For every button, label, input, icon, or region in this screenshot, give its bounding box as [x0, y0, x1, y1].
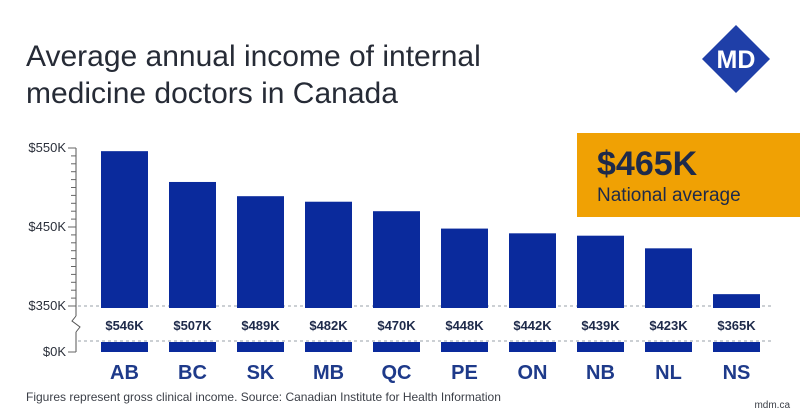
bar-base-stub — [305, 342, 352, 352]
bar-base-stub — [713, 342, 760, 352]
category-label: SK — [247, 362, 275, 384]
category-label: NL — [655, 362, 682, 384]
bar-base-stub — [577, 342, 624, 352]
y-tick-label: $550K — [28, 140, 66, 155]
y-tick-label: $450K — [28, 219, 66, 234]
bar-base-stub — [645, 342, 692, 352]
category-label: PE — [451, 362, 478, 384]
category-label: QC — [382, 362, 412, 384]
bar-value-label: $423K — [649, 318, 688, 333]
bar-base-stub — [101, 342, 148, 352]
bar — [305, 201, 352, 308]
bar — [169, 181, 216, 308]
bar-value-label: $507K — [173, 318, 212, 333]
logo-text: MD — [717, 46, 756, 74]
category-label: NB — [586, 362, 615, 384]
category-label: MB — [313, 362, 344, 384]
logo-diamond-shape — [702, 25, 770, 93]
bar — [713, 294, 760, 308]
bar-value-label: $365K — [717, 318, 756, 333]
md-logo: MD — [702, 25, 770, 93]
y-base-label: $0K — [43, 344, 66, 359]
bar — [237, 196, 284, 308]
bar — [645, 248, 692, 308]
bar-value-label: $546K — [105, 318, 144, 333]
y-tick-label: $350K — [28, 298, 66, 313]
bar — [577, 235, 624, 308]
category-label: AB — [110, 362, 139, 384]
bar-value-label: $442K — [513, 318, 552, 333]
title-line-1: Average annual income of internal — [26, 40, 481, 73]
bar-base-stub — [509, 342, 556, 352]
category-label: NS — [723, 362, 751, 384]
bar — [373, 211, 420, 308]
bar — [509, 233, 556, 308]
bar-value-label: $489K — [241, 318, 280, 333]
bar — [441, 228, 488, 308]
bar-base-stub — [237, 342, 284, 352]
category-label: ON — [518, 362, 548, 384]
bar-value-label: $439K — [581, 318, 620, 333]
y-axis-break-mark — [71, 315, 81, 333]
bar-base-stub — [373, 342, 420, 352]
bar-value-label: $482K — [309, 318, 348, 333]
national-average-label: National average — [597, 185, 741, 206]
page-title: Average annual income of internal medici… — [26, 38, 546, 112]
bar-base-stub — [169, 342, 216, 352]
bar-value-label: $448K — [445, 318, 484, 333]
category-label: BC — [178, 362, 207, 384]
bar-base-stub — [441, 342, 488, 352]
title-line-2: medicine doctors in Canada — [26, 77, 398, 110]
bar-value-label: $470K — [377, 318, 416, 333]
bar — [101, 151, 148, 308]
site-url: mdm.ca — [754, 400, 790, 411]
national-average-value: $465K — [597, 145, 698, 183]
national-average-callout: $465K National average — [577, 133, 800, 217]
source-footnote: Figures represent gross clinical income.… — [26, 390, 501, 404]
